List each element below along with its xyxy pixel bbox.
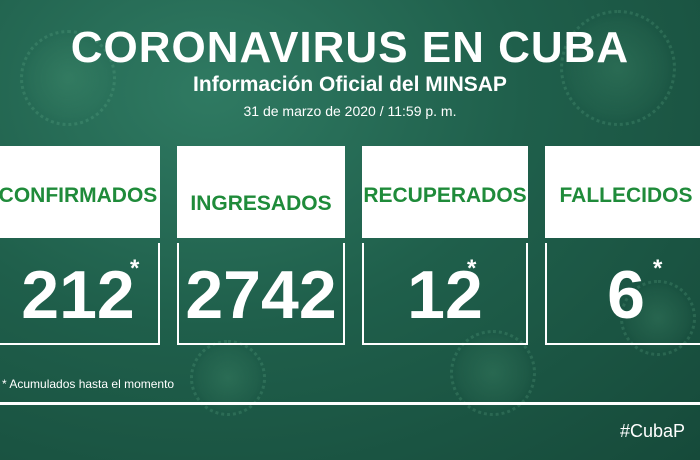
card-asterisk: * xyxy=(467,255,477,282)
hashtag: #CubaP xyxy=(620,421,686,441)
card-value-box: 212 * xyxy=(0,243,160,345)
virus-decoration-1 xyxy=(20,30,116,126)
card-label-box: INGRESADOS xyxy=(177,146,345,238)
card-ingresados: INGRESADOS 2742 xyxy=(177,146,345,345)
card-value-box: 12 * xyxy=(362,243,528,345)
card-asterisk: * xyxy=(653,255,663,282)
card-label-box: FALLECIDOS xyxy=(545,146,700,238)
page-subtitle: Información Oficial del MINSAP xyxy=(193,73,507,96)
report-date: 31 de marzo de 2020 / 11:59 p. m. xyxy=(243,103,457,119)
card-value-box: 2742 xyxy=(177,243,345,345)
card-label: CONFIRMADOS xyxy=(0,184,158,207)
card-value: 6 xyxy=(607,257,645,333)
card-label: FALLECIDOS xyxy=(559,184,693,207)
card-asterisk: * xyxy=(130,255,140,282)
card-value: 2742 xyxy=(185,257,337,333)
card-label-box: CONFIRMADOS xyxy=(0,146,160,238)
card-value: 212 xyxy=(21,257,135,333)
card-recuperados: RECUPERADOS 12 * xyxy=(362,146,528,345)
footer-divider xyxy=(0,402,700,405)
card-value-box: 6 * xyxy=(545,243,700,345)
page-title: CORONAVIRUS EN CUBA xyxy=(70,23,630,72)
card-label: INGRESADOS xyxy=(190,192,332,215)
card-label-box: RECUPERADOS xyxy=(362,146,528,238)
card-confirmados: CONFIRMADOS 212 * xyxy=(0,146,160,345)
card-value: 12 xyxy=(407,257,483,333)
card-label: RECUPERADOS xyxy=(363,184,527,207)
virus-decoration-2 xyxy=(560,10,676,126)
footnote: * Acumulados hasta el momento xyxy=(2,377,175,391)
card-fallecidos: FALLECIDOS 6 * xyxy=(545,146,700,345)
